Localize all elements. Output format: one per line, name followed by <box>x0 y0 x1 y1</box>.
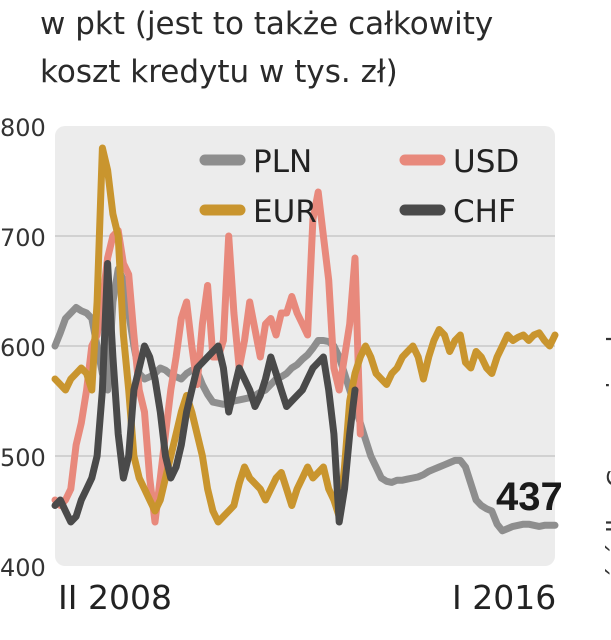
title-line-1: w pkt (jest to także całkowity <box>40 6 494 42</box>
x-tick-start: II 2008 <box>58 578 172 617</box>
legend-label-pln: PLN <box>253 144 312 180</box>
series-line-eur <box>51 144 559 526</box>
legend-label-chf: CHF <box>453 194 516 230</box>
legend: PLN USD EUR CHF <box>199 144 519 230</box>
legend-label-usd: USD <box>453 144 519 180</box>
y-tick-labels: 800 700 600 500 400 <box>0 114 46 582</box>
end-value-label: 437 <box>496 475 563 519</box>
x-tick-end: I 2016 <box>452 578 557 617</box>
title-line-2: koszt kredytu w tys. zł) <box>40 54 398 90</box>
y-tick-800: 800 <box>0 114 46 142</box>
y-tick-400: 400 <box>0 554 46 582</box>
series-line-chf <box>51 260 359 526</box>
series-lines <box>51 144 559 535</box>
y-tick-600: 600 <box>0 334 46 362</box>
chart-title: w pkt (jest to także całkowity koszt kre… <box>40 0 493 96</box>
legend-label-eur: EUR <box>253 194 317 230</box>
source-credit: źródło: Comperia.pl <box>602 335 611 580</box>
y-tick-500: 500 <box>0 444 46 472</box>
y-tick-700: 700 <box>0 224 46 252</box>
